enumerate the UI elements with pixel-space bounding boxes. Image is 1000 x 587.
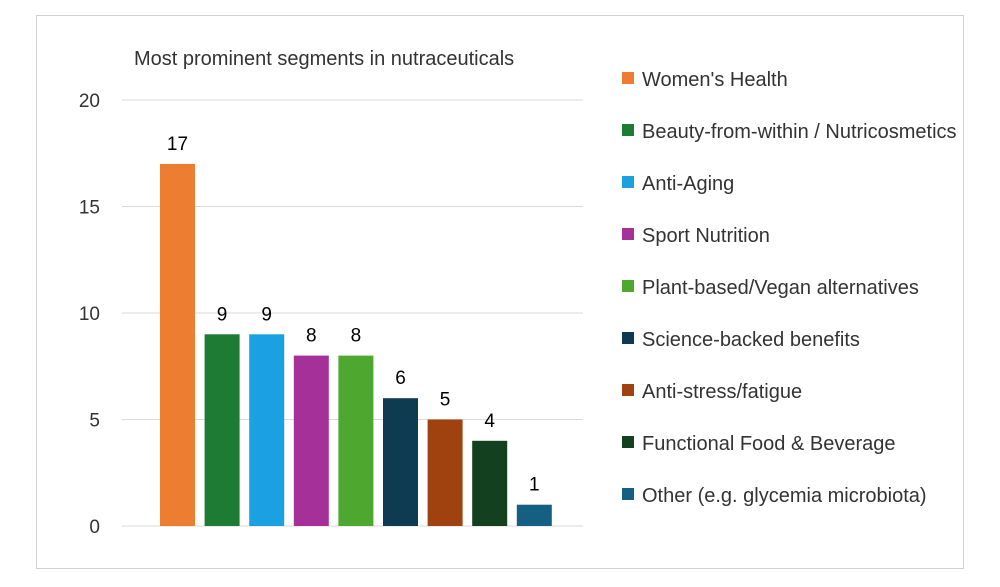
legend-label: Beauty-from-within / Nutricosmetics <box>642 121 957 143</box>
bar <box>338 355 374 526</box>
data-label: 6 <box>395 368 406 389</box>
bar <box>383 398 418 526</box>
data-label: 5 <box>440 390 451 411</box>
legend-label: Anti-Aging <box>642 173 735 195</box>
bar <box>427 419 463 526</box>
legend-item: Science-backed benefits <box>622 327 972 353</box>
legend-label: Science-backed benefits <box>642 329 860 351</box>
legend-label: Plant-based/Vegan alternatives <box>642 277 919 299</box>
legend-item: Beauty-from-within / Nutricosmetics <box>622 119 972 145</box>
legend-label: Other (e.g. glycemia microbiota) <box>642 485 927 507</box>
chart-title: Most prominent segments in nutraceutical… <box>134 48 515 70</box>
y-tick-label: 20 <box>79 91 100 112</box>
data-labels: 17 9 9 8 8 6 5 4 1 <box>167 134 540 496</box>
legend-item: Anti-stress/fatigue <box>622 379 972 405</box>
y-tick-label: 15 <box>79 198 100 219</box>
data-label: 8 <box>351 326 362 347</box>
legend-item: Plant-based/Vegan alternatives <box>622 275 972 301</box>
legend-swatch <box>622 436 634 448</box>
legend-swatch <box>622 384 634 396</box>
bars <box>160 163 552 526</box>
legend-swatch <box>622 176 634 188</box>
legend-swatch <box>622 72 634 84</box>
bar <box>472 440 508 526</box>
y-axis: 0 5 10 15 20 <box>79 91 100 538</box>
legend-label: Anti-stress/fatigue <box>642 381 803 403</box>
data-label: 4 <box>484 411 495 432</box>
bar <box>160 163 195 526</box>
legend-swatch <box>622 228 634 240</box>
data-label: 9 <box>261 304 272 325</box>
legend-swatch <box>622 280 634 292</box>
legend-item: Functional Food & Beverage <box>622 431 972 457</box>
bar <box>204 334 240 526</box>
legend-swatch <box>622 488 634 500</box>
legend-item: Women's Health <box>622 67 972 93</box>
legend-item: Anti-Aging <box>622 171 972 197</box>
legend-swatch <box>622 124 634 136</box>
y-tick-label: 0 <box>89 517 100 538</box>
data-label: 9 <box>217 304 228 325</box>
bar <box>293 355 329 526</box>
y-tick-label: 5 <box>89 411 100 432</box>
data-label: 1 <box>529 475 540 496</box>
legend-label: Functional Food & Beverage <box>642 433 896 455</box>
legend-item: Other (e.g. glycemia microbiota) <box>622 483 972 509</box>
bar <box>249 334 285 526</box>
data-label: 17 <box>167 134 188 155</box>
data-label: 8 <box>306 326 317 347</box>
bar <box>516 504 552 526</box>
legend-swatch <box>622 332 634 344</box>
legend-label: Sport Nutrition <box>642 225 770 247</box>
legend-label: Women's Health <box>642 69 788 91</box>
legend-item: Sport Nutrition <box>622 223 972 249</box>
y-tick-label: 10 <box>79 304 100 325</box>
